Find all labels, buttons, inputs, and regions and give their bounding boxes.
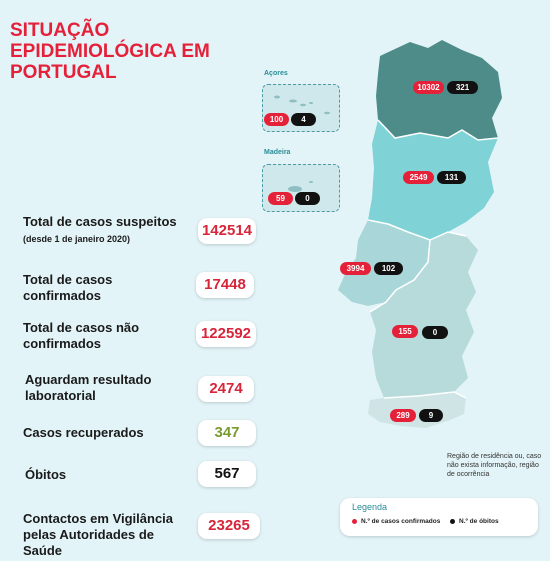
stat-value-deaths: 567	[198, 461, 256, 487]
acores-islands	[274, 95, 330, 115]
legend-cases-label: N.º de casos confirmados	[361, 518, 441, 525]
stat-value-contacts: 23265	[198, 513, 260, 539]
stat-label-confirmed: Total de casos confirmados	[23, 272, 113, 303]
stat-value-recovered: 347	[198, 420, 256, 446]
alentejo-cases: 155	[392, 325, 418, 338]
madeira-label: Madeira	[264, 149, 291, 156]
legend-deaths-label: N.º de óbitos	[459, 518, 499, 525]
acores-deaths: 4	[291, 113, 316, 126]
stat-note-suspected: (desde 1 de janeiro 2020)	[23, 234, 131, 244]
algarve-cases: 289	[390, 409, 416, 422]
lisboa-cases: 3994	[340, 262, 371, 275]
centro-deaths: 131	[437, 171, 466, 184]
norte-cases: 10302	[413, 81, 444, 94]
stat-label-deaths: Óbitos	[25, 467, 67, 482]
algarve-deaths: 9	[419, 409, 443, 422]
lisboa-deaths: 102	[374, 262, 403, 275]
legend-item-cases: N.º de casos confirmados	[352, 518, 440, 525]
stat-label-awaiting: Aguardam resultado laboratorial	[25, 372, 152, 403]
madeira-deaths: 0	[295, 192, 320, 205]
stat-value-awaiting: 2474	[198, 376, 254, 402]
stat-label-contacts: Contactos em Vigilância pelas Autoridade…	[23, 511, 174, 558]
legend: Legenda N.º de casos confirmados N.º de …	[340, 498, 538, 536]
stat-value-confirmed: 17448	[196, 272, 254, 298]
stat-value-suspected: 142514	[198, 218, 256, 244]
stat-label-recovered: Casos recuperados	[23, 425, 144, 440]
legend-title: Legenda	[352, 502, 388, 512]
region-borders	[367, 119, 499, 399]
region-alentejo	[370, 232, 478, 398]
stat-label-not-confirmed: Total de casos não confirmados	[23, 320, 140, 351]
cases-dot-icon	[352, 518, 357, 524]
legend-item-deaths: N.º de óbitos	[450, 518, 499, 525]
stat-value-not-confirmed: 122592	[196, 321, 256, 347]
deaths-dot-icon	[450, 518, 455, 524]
madeira-cases: 59	[268, 192, 293, 205]
stat-label-suspected: Total de casos suspeitos (desde 1 de jan…	[23, 214, 177, 244]
acores-cases: 100	[264, 113, 289, 126]
region-algarve	[368, 392, 466, 428]
alentejo-deaths: 0	[422, 326, 448, 339]
norte-deaths: 321	[447, 81, 478, 94]
madeira-islands	[288, 181, 313, 192]
acores-label: Açores	[264, 70, 288, 77]
region-note: Região de residência ou, caso não exista…	[447, 453, 542, 478]
page-title: SITUAÇÃO EPIDEMIOLÓGICA EM PORTUGAL	[10, 20, 210, 83]
centro-cases: 2549	[403, 171, 434, 184]
